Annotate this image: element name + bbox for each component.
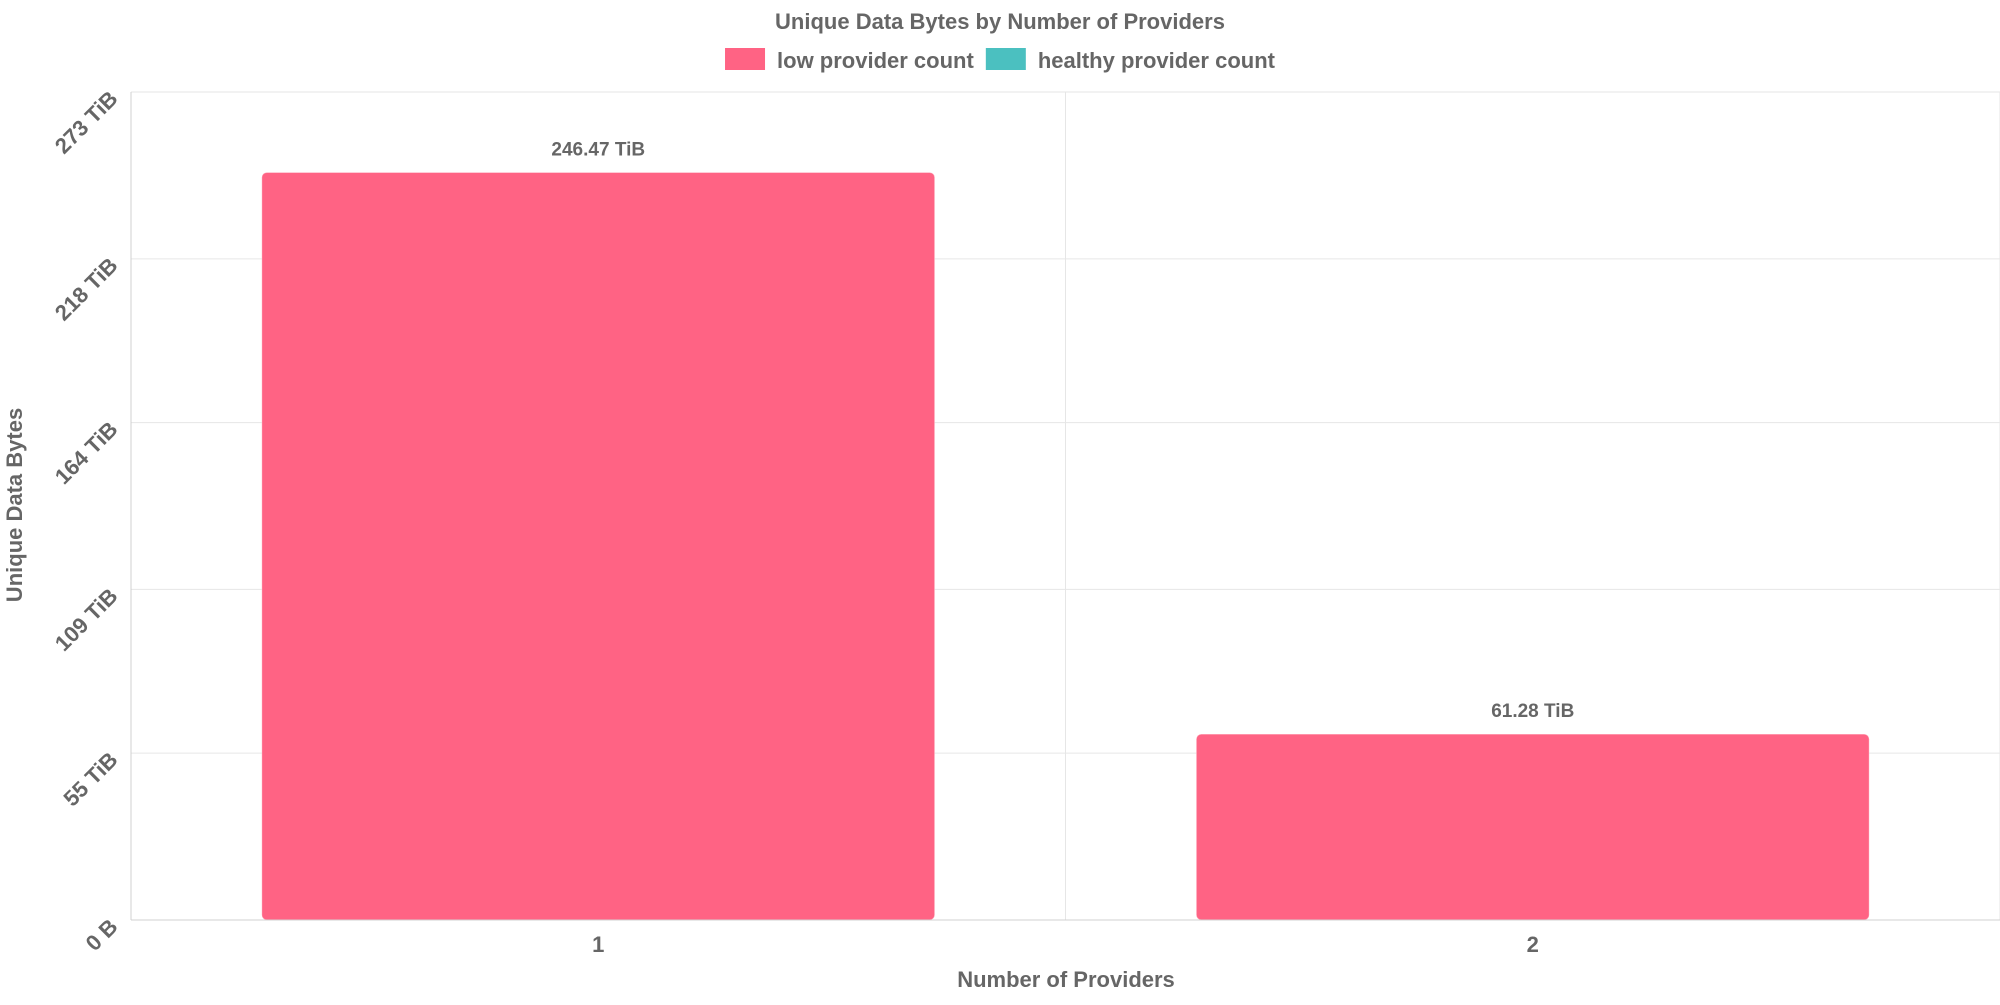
bar-data-label: 246.47 TiB [551,139,645,160]
bar-data-label: 61.28 TiB [1491,701,1574,722]
chart-title: Unique Data Bytes by Number of Providers [775,9,1225,34]
legend-swatch[interactable] [725,48,766,70]
bars [261,171,1870,921]
y-axis-label: Unique Data Bytes [2,408,27,602]
legend-swatch[interactable] [985,48,1026,70]
y-tick-label: 0 B [81,914,123,956]
x-tick-label: 1 [592,932,604,957]
x-tick-label: 2 [1527,932,1539,957]
bar-1[interactable] [261,171,936,921]
y-tick-label: 218 TiB [50,253,123,326]
bar-2[interactable] [1195,733,1870,921]
y-tick-label: 109 TiB [50,583,123,656]
y-tick-label: 164 TiB [50,416,123,489]
y-tick-label: 273 TiB [50,86,123,159]
x-axis-label: Number of Providers [957,967,1175,992]
y-tick-label: 55 TiB [58,747,122,811]
legend-item-label[interactable]: low provider count [777,48,974,73]
legend-item-label[interactable]: healthy provider count [1038,48,1276,73]
legend: low provider count healthy provider count [725,48,1276,73]
